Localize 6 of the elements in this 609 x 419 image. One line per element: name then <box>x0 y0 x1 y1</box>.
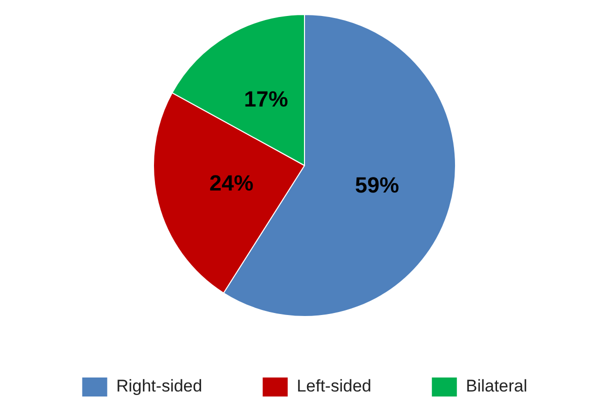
legend-label: Bilateral <box>466 376 528 396</box>
data-label: 59% <box>354 172 400 198</box>
data-label: 17% <box>244 86 288 112</box>
legend-label: Left-sided <box>296 376 372 396</box>
data-label: 24% <box>209 170 254 196</box>
legend-label: Right-sided <box>116 376 202 396</box>
